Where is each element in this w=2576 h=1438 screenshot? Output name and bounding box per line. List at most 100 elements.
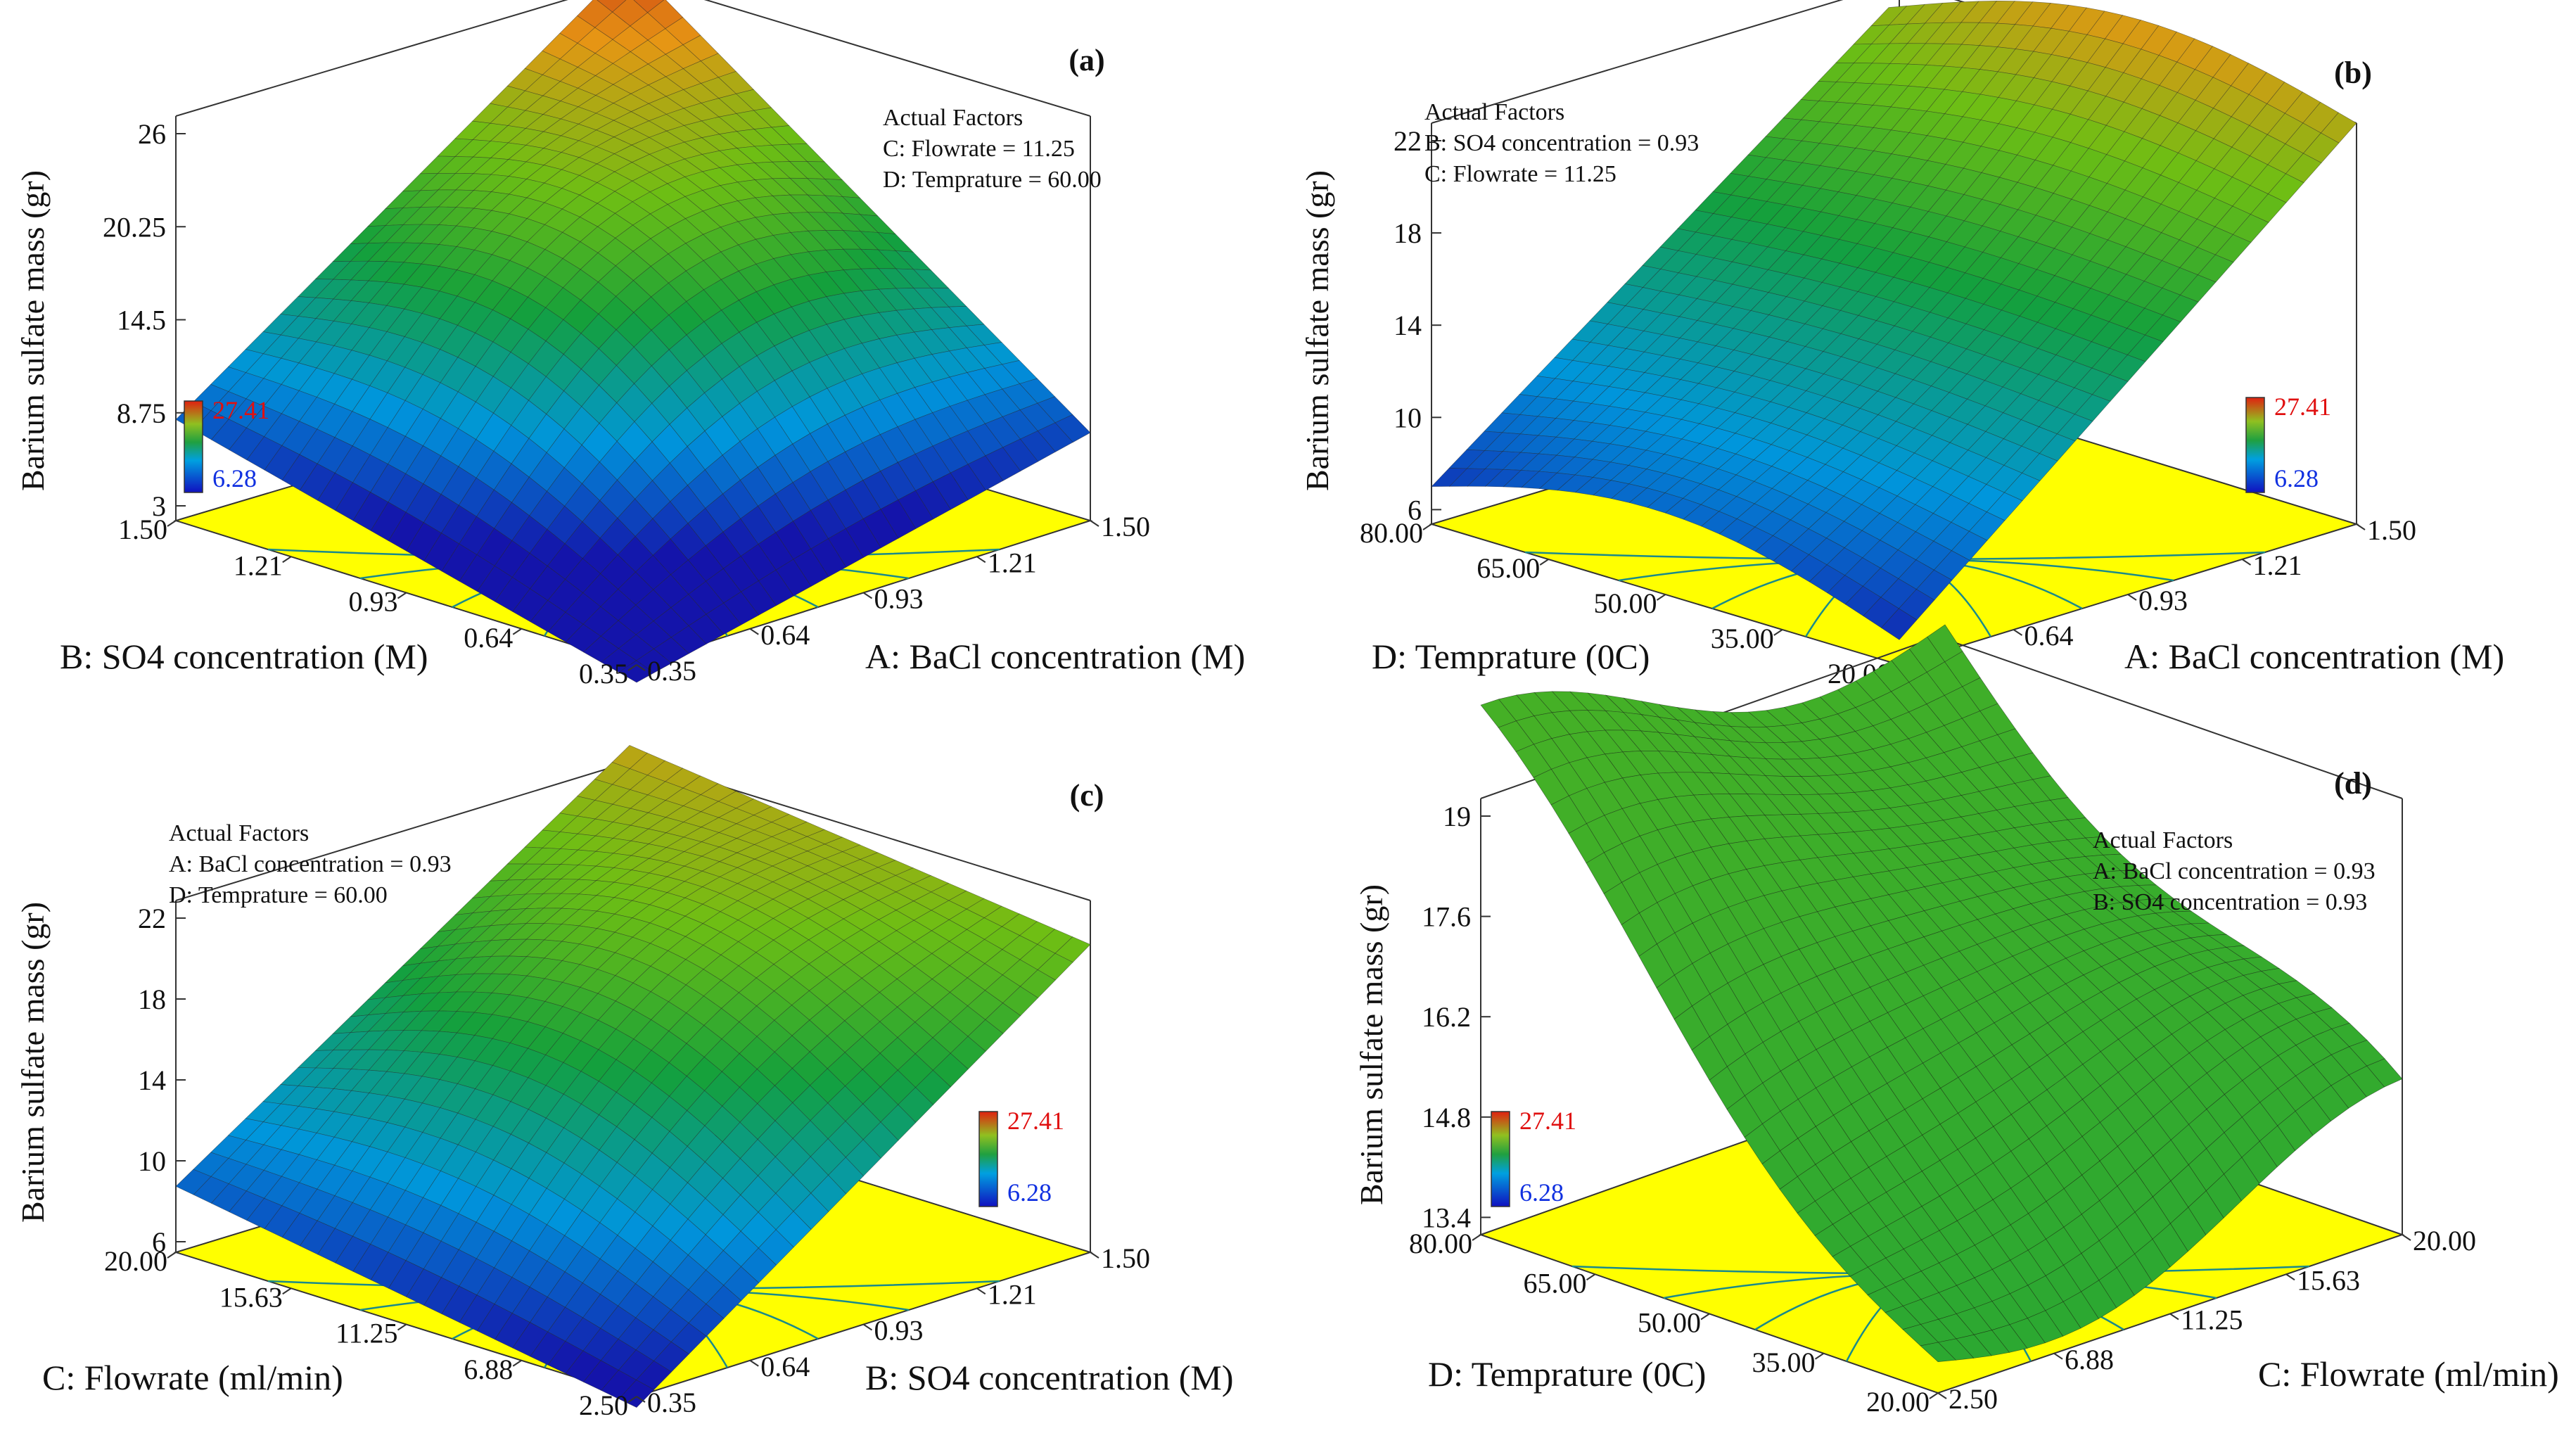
x-tick-mark [2053,1352,2063,1360]
x-axis-title: C: Flowrate (ml/min) [2258,1354,2559,1394]
y-axis-title: D: Temprature (0C) [1372,637,1650,676]
y-tick-mark [282,1287,292,1295]
x-tick-mark [2356,523,2366,530]
y-axis-title: D: Temprature (0C) [1428,1354,1706,1394]
legend-colorbar [2245,397,2265,493]
x-tick-mark [2127,594,2137,601]
actual-factor-item: B: SO4 concentration = 0.93 [1424,130,1699,156]
z-axis-title: Barium sulfate mass (gr) [15,170,51,491]
z-axis-title: Barium sulfate mass (gr) [1299,170,1335,491]
z-tick-label: 6 [1408,494,1422,526]
x-tick-mark [2013,629,2023,636]
x-tick-label: 20.00 [2413,1225,2476,1256]
y-tick-label: 50.00 [1638,1307,1701,1339]
panel-label: (d) [2334,766,2372,801]
x-tick-label: 1.21 [988,1278,1037,1310]
y-tick-mark [1814,1352,1825,1360]
response-surface [175,745,1091,1408]
x-tick-label: 0.35 [647,1387,696,1418]
y-tick-label: 20.00 [104,1245,167,1277]
actual-factor-item: B: SO4 concentration = 0.93 [2093,889,2367,915]
x-axis-title: A: BaCl concentration (M) [2124,637,2504,676]
legend-max-value: 27.41 [1519,1107,1576,1135]
y-tick-label: 80.00 [1409,1228,1472,1259]
x-tick-label: 15.63 [2297,1264,2360,1296]
x-tick-label: 0.35 [647,655,696,687]
x-tick-mark [2285,1273,2295,1281]
y-tick-mark [397,592,407,599]
surface-cell [1880,608,1918,640]
legend-min-value: 6.28 [212,464,257,492]
panel-label: (b) [2334,56,2372,90]
legend-colorbar [978,1111,998,1207]
response-surface [1431,0,2357,640]
z-tick-label: 6 [152,1226,166,1258]
y-tick-label: 15.63 [219,1281,283,1313]
x-tick-mark [636,664,646,671]
x-tick-mark [976,1287,986,1295]
y-tick-mark [512,628,522,635]
y-tick-mark [1586,1273,1596,1281]
z-tick-label: 26 [138,118,166,150]
y-axis-title: C: Flowrate (ml/min) [42,1358,343,1397]
x-tick-mark [1937,1392,1947,1399]
top-back-edge [175,0,568,117]
actual-factor-item: A: BaCl concentration = 0.93 [169,851,452,877]
x-tick-mark [1090,1252,1099,1259]
x-tick-label: 2.50 [1949,1383,1998,1415]
y-tick-mark [397,1323,407,1331]
y-tick-mark [627,664,637,671]
surface-cell [1920,1342,1957,1363]
y-tick-label: 6.88 [464,1354,513,1385]
y-tick-mark [167,1252,177,1259]
y-tick-label: 35.00 [1752,1347,1816,1378]
panel-label: (a) [1069,43,1104,77]
z-tick-label: 19 [1443,801,1471,832]
legend-max-value: 27.41 [1007,1107,1064,1135]
actual-factors-title: Actual Factors [169,820,309,846]
x-tick-mark [1090,520,1099,527]
y-tick-mark [512,1359,522,1367]
y-axis-title: B: SO4 concentration (M) [60,637,428,676]
x-tick-mark [2169,1313,2179,1321]
legend-min-value: 6.28 [2274,464,2319,492]
z-tick-label: 14.5 [117,305,166,336]
top-back-edge [1937,636,2403,799]
legend-colorbar [1491,1111,1510,1207]
legend-colorbar [184,400,203,493]
y-tick-mark [1700,1313,1710,1321]
x-tick-mark [749,1359,759,1367]
x-tick-label: 1.50 [2367,514,2416,546]
y-tick-label: 20.00 [1866,1386,1930,1418]
x-tick-label: 1.50 [1101,511,1150,542]
x-tick-label: 6.88 [2065,1344,2114,1375]
z-tick-label: 10 [138,1145,166,1177]
x-tick-label: 0.64 [760,1351,810,1382]
y-tick-label: 1.50 [118,514,167,545]
x-tick-label: 11.25 [2181,1304,2243,1336]
x-tick-mark [976,556,986,564]
y-tick-mark [1422,523,1432,530]
y-tick-label: 0.93 [349,586,398,618]
z-tick-label: 14 [138,1064,166,1096]
legend-min-value: 6.28 [1007,1178,1052,1207]
x-tick-mark [862,592,873,599]
x-tick-label: 0.93 [2138,585,2188,616]
surface-cell [618,660,655,683]
actual-factors-title: Actual Factors [883,105,1023,131]
x-tick-label: 1.21 [2253,549,2302,581]
y-tick-label: 65.00 [1477,552,1540,584]
z-tick-label: 22 [1394,125,1422,157]
x-tick-mark [636,1396,646,1403]
z-tick-label: 14.8 [1422,1102,1471,1133]
actual-factor-item: D: Temprature = 60.00 [169,882,388,908]
z-tick-label: 20.25 [103,211,166,243]
z-tick-label: 8.75 [117,397,166,429]
actual-factor-item: C: Flowrate = 11.25 [883,136,1075,162]
legend-min-value: 6.28 [1519,1178,1564,1207]
x-axis-title: B: SO4 concentration (M) [865,1358,1234,1397]
z-axis-title: Barium sulfate mass (gr) [1353,884,1389,1205]
x-tick-mark [862,1323,873,1331]
response-surface [1480,624,2403,1363]
